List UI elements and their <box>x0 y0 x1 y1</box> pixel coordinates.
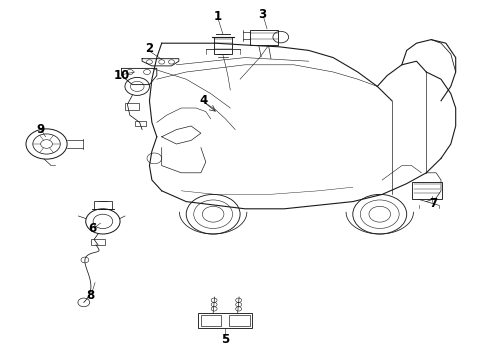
Bar <box>94 201 112 209</box>
Bar <box>229 315 250 326</box>
Bar <box>198 313 252 328</box>
Bar <box>412 182 442 199</box>
Bar <box>250 30 278 45</box>
Bar <box>91 239 105 245</box>
Text: 7: 7 <box>430 197 438 210</box>
Text: 10: 10 <box>113 69 130 82</box>
Text: 9: 9 <box>36 123 44 136</box>
Text: 8: 8 <box>87 289 95 302</box>
Bar <box>201 315 221 326</box>
Bar <box>125 103 139 110</box>
Text: 1: 1 <box>214 10 222 23</box>
Text: 2: 2 <box>146 42 153 55</box>
Text: 6: 6 <box>88 222 96 235</box>
Text: 5: 5 <box>221 333 229 346</box>
Text: 3: 3 <box>258 8 266 21</box>
Text: 4: 4 <box>199 94 207 107</box>
Bar <box>135 121 146 126</box>
Bar <box>214 37 232 54</box>
